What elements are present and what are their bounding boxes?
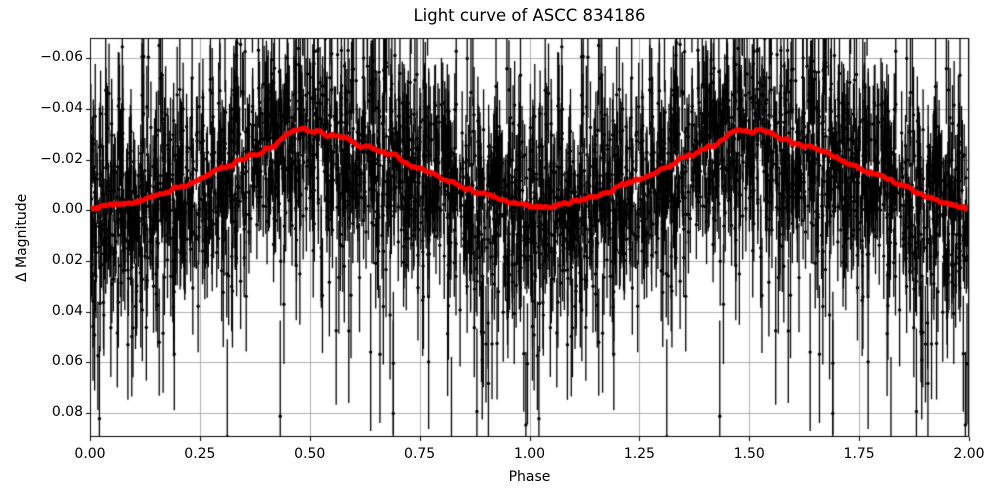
y-tick-label: −0.06: [40, 49, 83, 66]
y-tick-label: 0.06: [51, 353, 83, 370]
x-tick-label: 1.00: [513, 446, 546, 462]
x-tick-label: 0.25: [184, 446, 216, 462]
x-tick-label: 2.00: [953, 446, 985, 462]
x-tick-label: 1.25: [623, 446, 655, 462]
chart-title: Light curve of ASCC 834186: [413, 6, 646, 25]
x-tick-label: 0.00: [74, 446, 106, 462]
x-tick-label: 0.75: [404, 446, 436, 462]
y-tick-label: 0.00: [51, 201, 83, 218]
y-tick-label: 0.04: [51, 302, 83, 319]
y-tick-label: −0.02: [40, 150, 83, 167]
x-tick-label: 1.50: [733, 446, 765, 462]
y-axis-label: Δ Magnitude: [14, 193, 30, 282]
y-tick-label: 0.02: [51, 251, 83, 268]
y-tick-label: −0.04: [40, 99, 83, 116]
x-tick-label: 0.50: [294, 446, 326, 462]
x-tick-label: 1.75: [843, 446, 875, 462]
x-axis-label: Phase: [508, 469, 551, 485]
y-tick-label: 0.08: [51, 403, 83, 420]
